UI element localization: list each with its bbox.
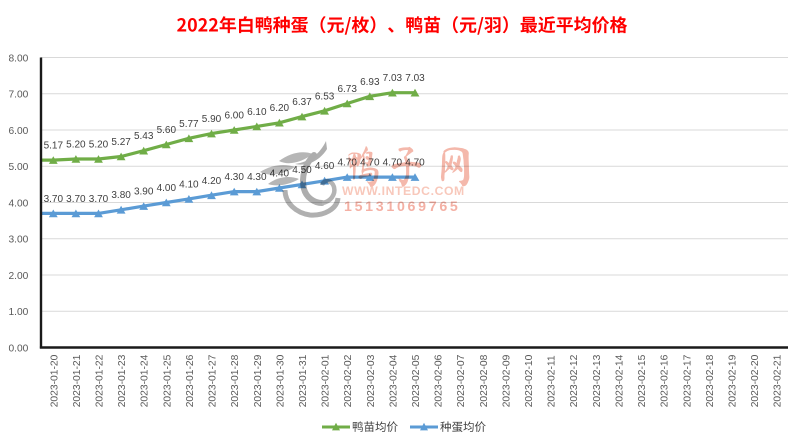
svg-text:2023-02-13: 2023-02-13	[592, 354, 603, 407]
svg-text:5.60: 5.60	[157, 125, 177, 136]
svg-text:2023-01-25: 2023-01-25	[162, 354, 173, 407]
svg-text:2023-01-20: 2023-01-20	[49, 354, 60, 407]
svg-text:6.73: 6.73	[337, 84, 357, 95]
svg-text:2023-02-15: 2023-02-15	[637, 354, 648, 407]
svg-text:5.20: 5.20	[89, 140, 109, 151]
svg-text:2.00: 2.00	[8, 271, 28, 282]
svg-text:2023-02-12: 2023-02-12	[569, 354, 580, 407]
svg-text:2023-01-31: 2023-01-31	[298, 354, 309, 407]
svg-text:6.93: 6.93	[360, 77, 380, 88]
svg-text:4.70: 4.70	[337, 158, 357, 169]
svg-text:4.20: 4.20	[202, 176, 222, 187]
svg-text:4.00: 4.00	[8, 198, 28, 209]
svg-text:6.00: 6.00	[224, 111, 244, 122]
svg-text:2023-01-27: 2023-01-27	[208, 354, 219, 407]
svg-text:2023-02-05: 2023-02-05	[411, 354, 422, 407]
svg-text:3.90: 3.90	[134, 187, 154, 198]
svg-text:2023-02-09: 2023-02-09	[501, 354, 512, 407]
svg-text:5.77: 5.77	[179, 119, 199, 130]
svg-text:5.90: 5.90	[202, 114, 222, 125]
svg-text:3.00: 3.00	[8, 235, 28, 246]
svg-text:4.40: 4.40	[270, 169, 290, 180]
svg-text:2023-02-21: 2023-02-21	[773, 354, 784, 407]
svg-text:2023-02-11: 2023-02-11	[547, 355, 558, 407]
svg-text:15131069765: 15131069765	[344, 199, 461, 215]
svg-text:2023-01-29: 2023-01-29	[253, 354, 264, 407]
svg-text:8.00: 8.00	[8, 53, 28, 64]
svg-text:4.30: 4.30	[224, 172, 244, 183]
svg-text:2023-01-22: 2023-01-22	[95, 354, 106, 407]
svg-text:2023-01-23: 2023-01-23	[117, 354, 128, 407]
svg-text:6.10: 6.10	[247, 107, 267, 118]
svg-text:5.27: 5.27	[111, 137, 131, 148]
svg-text:7.03: 7.03	[405, 73, 425, 84]
svg-text:4.30: 4.30	[247, 172, 267, 183]
svg-text:3.80: 3.80	[111, 190, 131, 201]
svg-text:2023-02-20: 2023-02-20	[750, 354, 761, 407]
svg-text:2023-01-28: 2023-01-28	[230, 354, 241, 407]
svg-text:3.70: 3.70	[44, 194, 64, 205]
svg-text:2023-02-17: 2023-02-17	[682, 354, 693, 407]
svg-text:6.53: 6.53	[315, 91, 335, 102]
svg-text:2023-02-02: 2023-02-02	[343, 354, 354, 407]
svg-text:5.43: 5.43	[134, 131, 154, 142]
svg-text:6.20: 6.20	[270, 103, 290, 114]
svg-text:2023-01-24: 2023-01-24	[140, 354, 151, 407]
svg-text:4.60: 4.60	[315, 161, 335, 172]
svg-text:7.03: 7.03	[383, 73, 403, 84]
svg-text:4.10: 4.10	[179, 179, 199, 190]
svg-text:2023-02-18: 2023-02-18	[705, 354, 716, 407]
svg-text:4.00: 4.00	[157, 183, 177, 194]
svg-text:2023-02-10: 2023-02-10	[524, 354, 535, 407]
svg-text:5.20: 5.20	[66, 140, 86, 151]
svg-text:4.70: 4.70	[383, 158, 403, 169]
svg-text:2023-02-06: 2023-02-06	[434, 354, 445, 407]
svg-text:2023-01-26: 2023-01-26	[185, 354, 196, 407]
svg-text:2023-01-30: 2023-01-30	[275, 354, 286, 407]
svg-text:3.70: 3.70	[89, 194, 109, 205]
svg-text:2023-02-07: 2023-02-07	[456, 354, 467, 407]
svg-text:6.37: 6.37	[292, 97, 312, 108]
svg-text:2023-01-21: 2023-01-21	[72, 354, 83, 407]
svg-text:WWW.INTEDC.COM: WWW.INTEDC.COM	[342, 184, 465, 198]
svg-text:6.00: 6.00	[8, 126, 28, 137]
svg-text:5.00: 5.00	[8, 162, 28, 173]
svg-text:7.00: 7.00	[8, 90, 28, 101]
svg-text:1.00: 1.00	[8, 307, 28, 318]
svg-text:2023-02-16: 2023-02-16	[660, 354, 671, 407]
svg-text:0.00: 0.00	[8, 343, 28, 354]
svg-text:2023-02-01: 2023-02-01	[321, 354, 332, 407]
svg-text:2023-02-19: 2023-02-19	[728, 354, 739, 407]
svg-text:2023-02-14: 2023-02-14	[615, 354, 626, 407]
svg-text:2023-02-08: 2023-02-08	[479, 354, 490, 407]
svg-text:3.70: 3.70	[66, 194, 86, 205]
svg-text:5.17: 5.17	[44, 141, 64, 152]
svg-text:2023-02-04: 2023-02-04	[388, 354, 399, 407]
svg-text:2023-02-03: 2023-02-03	[366, 354, 377, 407]
